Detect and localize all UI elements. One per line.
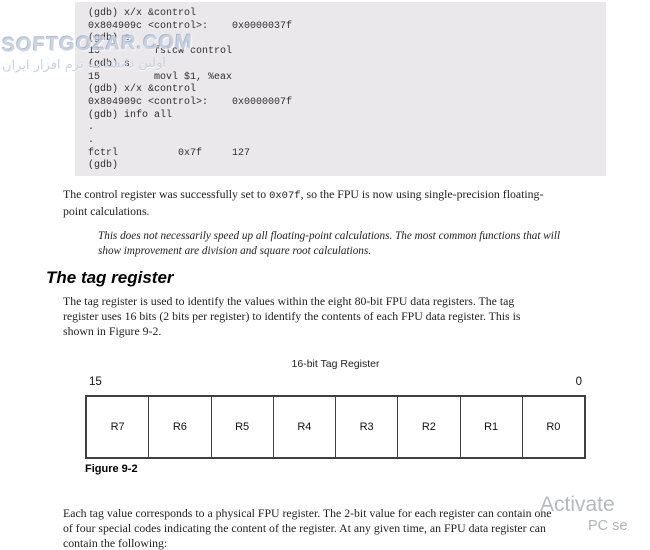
terminal-line: (gdb) s [88,58,131,70]
figure-caption: Figure 9-2 [85,463,138,475]
figure-bit-labels: 15 0 [85,376,586,388]
terminal-line: fctrl 0x7f 127 [88,147,251,159]
terminal-line: (gdb) x/x &control [88,8,197,19]
figure-title: 16-bit Tag Register [291,358,380,370]
tag-register-diagram: R7 R6 R5 R4 R3 R2 R1 R0 [85,395,586,459]
bit-label-low: 0 [575,376,582,388]
terminal-line: 13 fstcw control [88,46,233,58]
section-heading-tag-register: The tag register [46,268,174,287]
terminal-line: 15 movl $1, %eax [88,71,233,83]
terminal-line: 0x804909c <control>: 0x0000007f [88,96,293,108]
paragraph-tag-register: The tag register is used to identify the… [63,294,520,339]
terminal-line: 0x804909c <control>: 0x0000037f [88,20,293,32]
register-cell: R6 [149,397,212,457]
paragraph-line: of four special codes indicating the con… [63,521,546,535]
register-cell: R1 [461,397,523,457]
bit-label-high: 15 [89,376,102,388]
paragraph-control-register: The control register was successfully se… [63,187,543,219]
terminal-line: (gdb) info all [88,109,173,121]
terminal-line: (gdb) x/x &control [88,84,197,96]
note-block: This does not necessarily speed up all f… [98,229,560,259]
paragraph-line: contain the following: [63,536,168,550]
register-cell: R3 [336,397,399,457]
register-cell: R4 [274,397,336,457]
note-line: This does not necessarily speed up all f… [98,230,561,242]
activate-watermark-line2: PC se [588,518,628,534]
register-cell: R7 [87,397,150,457]
paragraph-line: point calculations. [63,204,150,218]
terminal-line: (gdb) [88,160,119,172]
text-run: , so the FPU is now using single-precisi… [300,187,544,201]
paragraph-line: The control register was successfully se… [63,187,543,204]
register-cell: R5 [212,397,274,457]
paragraph-line: Each tag value corresponds to a physical… [63,506,552,520]
text-run: The control register was successfully se… [63,187,270,201]
register-cell: R0 [546,421,561,433]
paragraph-line: shown in Figure 9-2. [63,324,162,338]
gdb-terminal-listing: (gdb) x/x &control 0x804909c <control>: 0… [75,2,606,176]
paragraph-line: register uses 16 bits (2 bits per regist… [63,309,521,323]
terminal-line: . [88,122,95,134]
terminal-line: (gdb) s [88,33,131,45]
paragraph-tag-values: Each tag value corresponds to a physical… [63,506,552,550]
activate-watermark-line1: Activate [540,493,615,516]
terminal-line: . [88,135,95,147]
inline-code-value: 0x07f [269,190,301,202]
paragraph-line: The tag register is used to identify the… [63,294,515,308]
note-line: show improvement are division and square… [98,245,372,257]
register-cell: R2 [398,397,461,457]
